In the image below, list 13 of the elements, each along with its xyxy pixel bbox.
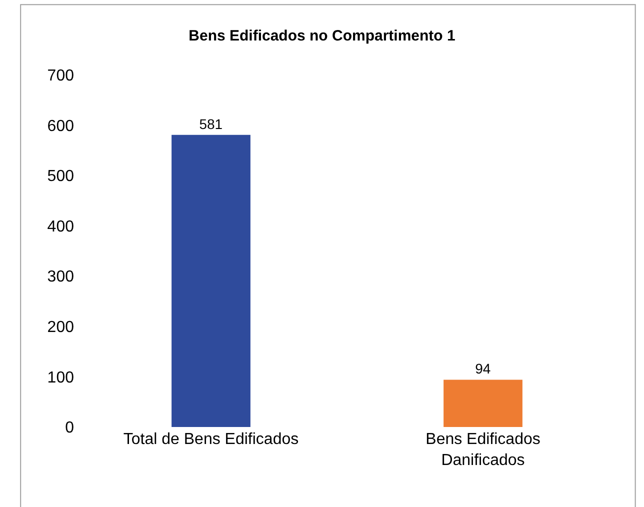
y-tick-label: 600	[47, 118, 74, 135]
x-tick-label: Bens Edificados Danificados	[426, 431, 540, 469]
y-tick-label: 0	[65, 420, 74, 437]
y-tick-label: 700	[47, 68, 74, 85]
y-tick-label: 100	[47, 369, 74, 386]
y-tick-label: 400	[47, 218, 74, 236]
x-tick-label: Total de Bens Edificados	[123, 431, 299, 448]
y-tick-label: 200	[47, 319, 74, 336]
y-tick-label: 300	[47, 268, 74, 286]
data-label: 581	[199, 116, 223, 132]
chart-title: Bens Edificados no Compartimento 1	[188, 28, 456, 45]
y-tick-label: 500	[47, 168, 74, 186]
data-label: 94	[475, 360, 491, 377]
